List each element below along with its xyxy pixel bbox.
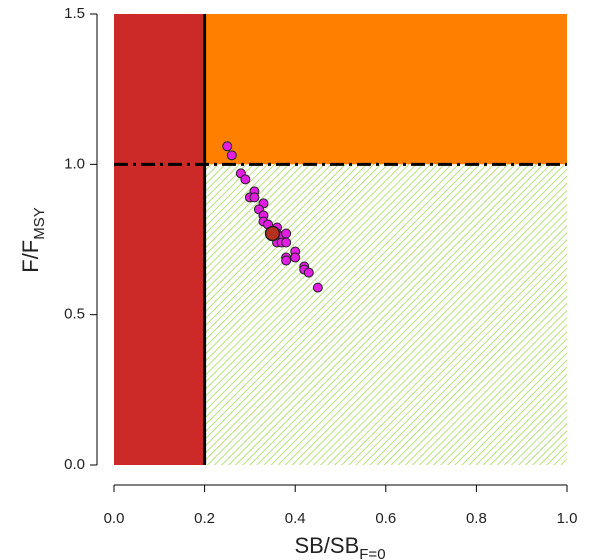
data-point: [281, 255, 292, 266]
data-point: [240, 174, 251, 185]
data-point: [249, 192, 260, 203]
data-point: [312, 282, 323, 293]
x-tick-label: 0.6: [375, 510, 396, 527]
x-axis-title: SB/SBF=0: [294, 533, 385, 560]
y-title-main: F/F: [18, 240, 43, 273]
x-title-sub: F=0: [359, 546, 385, 560]
zone-overfished: [114, 14, 205, 465]
data-point: [226, 150, 237, 161]
y-tick-label: 0.5: [64, 306, 85, 323]
y-tick-label: 0.0: [64, 456, 85, 473]
data-point: [303, 267, 314, 278]
x-title-main: SB/SB: [294, 533, 359, 558]
y-tick-label: 1.0: [64, 155, 85, 172]
data-point: [222, 141, 233, 152]
data-point: [281, 237, 292, 248]
plot-area: 0.0 0.5 1.0 1.5 0.0 0.2 0.4 0.6 0.8 1.0: [64, 5, 577, 527]
x-tick-label: 0.8: [466, 510, 487, 527]
y-tick-label: 1.5: [64, 5, 85, 22]
x-tick-label: 1.0: [557, 510, 578, 527]
current-point: [264, 225, 281, 242]
x-tick-label: 0.0: [104, 510, 125, 527]
x-tick-label: 0.4: [285, 510, 306, 527]
zone-overfishing: [204, 14, 567, 165]
x-tick-label: 0.2: [194, 510, 215, 527]
data-point: [281, 228, 292, 239]
y-title-sub: MSY: [31, 207, 48, 240]
y-axis-title: F/FMSY: [18, 207, 48, 273]
data-point: [290, 252, 301, 263]
